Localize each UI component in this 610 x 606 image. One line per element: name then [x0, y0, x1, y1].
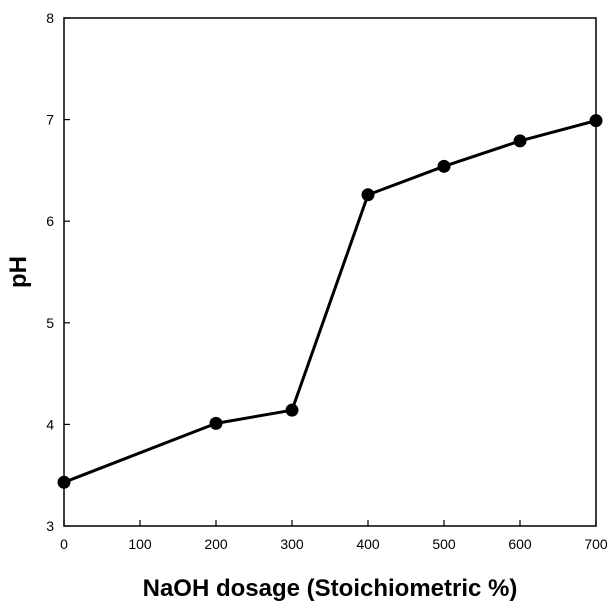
data-point — [361, 188, 375, 202]
x-axis-title: NaOH dosage (Stoichiometric %) — [143, 575, 518, 602]
x-tick-label: 300 — [280, 536, 304, 552]
series-line — [63, 119, 597, 484]
x-tick-label: 400 — [356, 536, 380, 552]
x-tick-label: 0 — [60, 536, 68, 552]
series-layer — [57, 114, 603, 489]
y-tick-label: 3 — [46, 518, 54, 534]
x-tick-label: 600 — [508, 536, 532, 552]
y-axis-title: pH — [5, 256, 32, 288]
y-tick-label: 8 — [46, 10, 54, 26]
y-tick-label: 4 — [46, 416, 54, 432]
x-axis-ticks: 0 100 200 300 400 500 600 700 — [60, 520, 608, 552]
x-tick-label: 200 — [204, 536, 228, 552]
data-point — [513, 134, 527, 148]
data-point — [589, 114, 603, 128]
data-point — [57, 475, 71, 489]
data-point — [285, 403, 299, 417]
plot-frame — [63, 17, 597, 527]
x-tick-label: 500 — [432, 536, 456, 552]
y-axis-ticks: 3 4 5 6 7 8 — [46, 10, 70, 534]
data-point — [437, 159, 451, 173]
data-point — [209, 416, 223, 430]
x-tick-label: 100 — [128, 536, 152, 552]
y-tick-label: 6 — [46, 213, 54, 229]
x-tick-label: 700 — [584, 536, 608, 552]
y-tick-label: 7 — [46, 112, 54, 128]
axes — [63, 17, 597, 527]
y-tick-label: 5 — [46, 315, 54, 331]
